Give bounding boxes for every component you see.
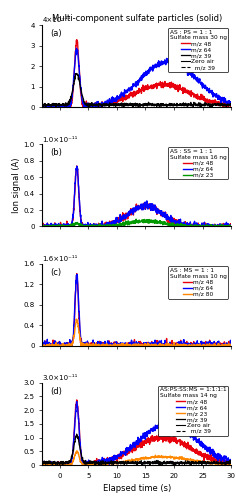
Legend: m/z 48, m/z 64, m/z 80: m/z 48, m/z 64, m/z 80	[168, 266, 228, 298]
Title: Multi-component sulfate particles (solid): Multi-component sulfate particles (solid…	[52, 14, 222, 23]
Y-axis label: Ion signal (A): Ion signal (A)	[12, 158, 21, 213]
Legend: m/z 48, m/z 64, m/z 23, m/z 39, Zero air,   m/z 39: m/z 48, m/z 64, m/z 23, m/z 39, Zero air…	[158, 386, 228, 436]
Legend: m/z 48, m/z 64, m/z 23: m/z 48, m/z 64, m/z 23	[168, 147, 228, 180]
X-axis label: Elapsed time (s): Elapsed time (s)	[103, 484, 171, 493]
Text: 1.0×10⁻¹¹: 1.0×10⁻¹¹	[42, 136, 78, 142]
Text: (d): (d)	[50, 387, 62, 396]
Text: (a): (a)	[50, 29, 62, 38]
Text: 1.6×10⁻¹¹: 1.6×10⁻¹¹	[42, 256, 78, 262]
Legend: m/z 48, m/z 64, m/z 39, Zero air,   m/z 39: m/z 48, m/z 64, m/z 39, Zero air, m/z 39	[168, 28, 228, 72]
Text: (c): (c)	[50, 268, 61, 276]
Text: 4×10⁻¹¹: 4×10⁻¹¹	[42, 18, 71, 24]
Text: 3.0×10⁻¹¹: 3.0×10⁻¹¹	[42, 375, 78, 381]
Text: (b): (b)	[50, 148, 62, 158]
